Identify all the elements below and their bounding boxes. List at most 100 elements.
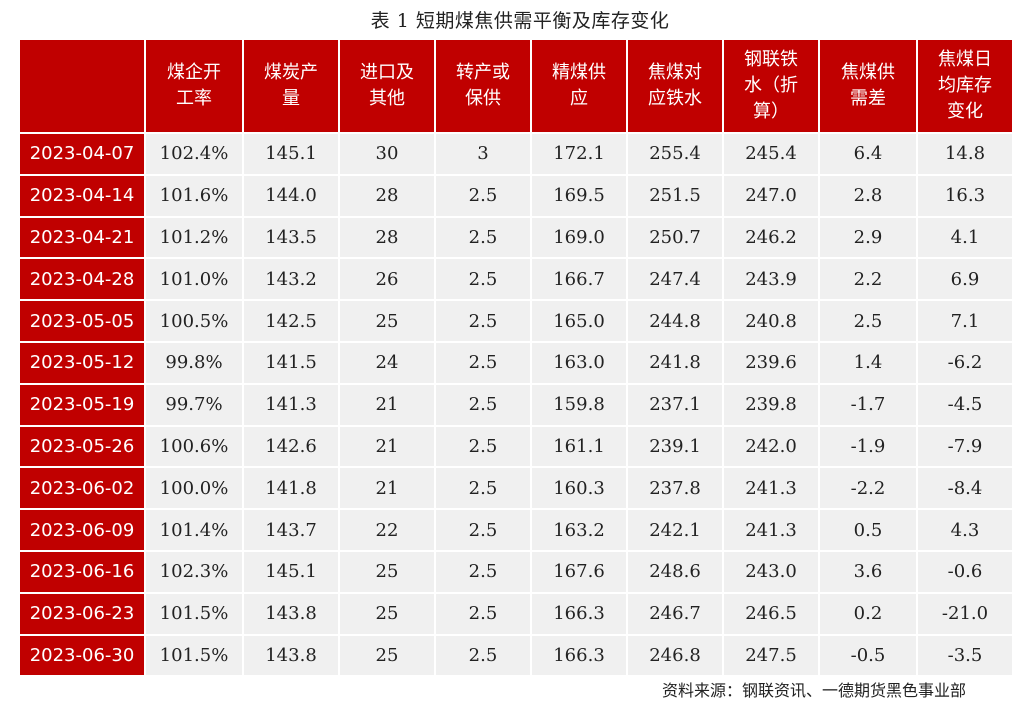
table-cell: 101.5% xyxy=(144,633,244,678)
table-cell: 25 xyxy=(338,299,436,343)
header-cell: 煤企开 工率 xyxy=(144,38,244,134)
table-cell: 163.2 xyxy=(530,508,628,552)
table-cell: 161.1 xyxy=(530,424,628,469)
table-cell: 1.4 xyxy=(818,340,918,385)
table-cell: 6.4 xyxy=(818,132,918,176)
table-title: 表 1 短期煤焦供需平衡及库存变化 xyxy=(370,10,670,32)
table-cell: -0.6 xyxy=(916,549,1014,594)
table-cell: -2.2 xyxy=(818,466,918,511)
table-cell: 242.0 xyxy=(722,424,820,469)
table-cell: 101.5% xyxy=(144,591,244,636)
table-cell: 21 xyxy=(338,466,436,511)
table-cell: 141.8 xyxy=(242,466,340,511)
table-cell: 22 xyxy=(338,508,436,552)
table-cell: 7.1 xyxy=(916,299,1014,343)
table-cell: 101.4% xyxy=(144,508,244,552)
table-cell: 143.8 xyxy=(242,591,340,636)
table-cell: 102.3% xyxy=(144,549,244,594)
table-row: 2023-06-16 102.3% 145.1 25 2.5 167.6 248.6 243.… xyxy=(18,549,1014,594)
table-cell: 167.6 xyxy=(530,549,628,594)
table-cell: 169.5 xyxy=(530,173,628,218)
table-cell: 2.5 xyxy=(434,299,532,343)
table-cell: -3.5 xyxy=(916,633,1014,678)
header-cell: 进口及 其他 xyxy=(338,38,436,134)
table-cell: 99.7% xyxy=(144,382,244,427)
table-cell: 145.1 xyxy=(242,549,340,594)
table-cell: 246.5 xyxy=(722,591,820,636)
row-date-cell: 2023-06-02 xyxy=(18,466,146,511)
table-cell: 239.8 xyxy=(722,382,820,427)
table-cell: 242.1 xyxy=(626,508,724,552)
table-cell: 2.2 xyxy=(818,257,918,302)
row-date-cell: 2023-06-23 xyxy=(18,591,146,636)
table-cell: 247.0 xyxy=(722,173,820,218)
table-cell: 102.4% xyxy=(144,132,244,176)
table-cell: 100.5% xyxy=(144,299,244,343)
table-cell: 100.0% xyxy=(144,466,244,511)
header-cell: 焦煤日 均库存 变化 xyxy=(916,38,1014,134)
header-cell: 焦煤对 应铁水 xyxy=(626,38,724,134)
table-cell: 166.3 xyxy=(530,591,628,636)
table-cell: 16.3 xyxy=(916,173,1014,218)
table-cell: 248.6 xyxy=(626,549,724,594)
table-cell: 2.5 xyxy=(434,215,532,260)
table-cell: 0.2 xyxy=(818,591,918,636)
table-cell: 239.1 xyxy=(626,424,724,469)
table-cell: 2.5 xyxy=(434,173,532,218)
table-cell: 245.4 xyxy=(722,132,820,176)
table-cell: 2.5 xyxy=(434,382,532,427)
table-cell: 2.5 xyxy=(434,508,532,552)
table-cell: 25 xyxy=(338,549,436,594)
table-cell: 100.6% xyxy=(144,424,244,469)
table-cell: -1.7 xyxy=(818,382,918,427)
table-cell: 246.2 xyxy=(722,215,820,260)
header-cell: 钢联铁 水（折 算） xyxy=(722,38,820,134)
table-cell: 141.5 xyxy=(242,340,340,385)
table-cell: 4.3 xyxy=(916,508,1014,552)
table-cell: 25 xyxy=(338,591,436,636)
table-row: 2023-06-30 101.5% 143.8 25 2.5 166.3 246.8 247.… xyxy=(18,633,1014,678)
table-cell: 247.5 xyxy=(722,633,820,678)
table-cell: 21 xyxy=(338,424,436,469)
table-cell: 246.8 xyxy=(626,633,724,678)
table-row: 2023-04-28 101.0% 143.2 26 2.5 166.7 247.4 243.… xyxy=(18,257,1014,302)
header-cell: 精煤供应 xyxy=(530,38,628,134)
table-cell: 3.6 xyxy=(818,549,918,594)
table-cell: 2.5 xyxy=(818,299,918,343)
table-cell: 237.1 xyxy=(626,382,724,427)
table-cell: 250.7 xyxy=(626,215,724,260)
table-cell: 142.5 xyxy=(242,299,340,343)
table-cell: 143.8 xyxy=(242,633,340,678)
table-body: 2023-04-07 102.4% 145.1 30 3 172.1 255.4 245.4 6… xyxy=(18,132,1014,678)
table-cell: 101.2% xyxy=(144,215,244,260)
row-date-cell: 2023-05-26 xyxy=(18,424,146,469)
table-cell: 25 xyxy=(338,633,436,678)
table-cell: 28 xyxy=(338,173,436,218)
table-cell: 3 xyxy=(434,132,532,176)
table-row: 2023-06-09 101.4% 143.7 22 2.5 163.2 242.1 241.… xyxy=(18,508,1014,552)
table-cell: 143.5 xyxy=(242,215,340,260)
table-cell: 4.1 xyxy=(916,215,1014,260)
table-cell: 241.3 xyxy=(722,466,820,511)
table-cell: 0.5 xyxy=(818,508,918,552)
source-note: 资料来源：钢联资讯、一德期货黑色事业部 xyxy=(661,681,966,700)
header-row: 煤企开 工率 煤炭产量 进口及 其他 转产或 保供 精煤供应 焦煤对 应铁水 钢联铁 水（… xyxy=(18,38,1014,134)
supply-demand-table: 煤企开 工率 煤炭产量 进口及 其他 转产或 保供 精煤供应 焦煤对 应铁水 钢联铁 水（… xyxy=(18,38,1014,678)
row-date-cell: 2023-04-14 xyxy=(18,173,146,218)
table-row: 2023-05-05 100.5% 142.5 25 2.5 165.0 244.8 240.… xyxy=(18,299,1014,343)
table-cell: -4.5 xyxy=(916,382,1014,427)
table-row: 2023-06-02 100.0% 141.8 21 2.5 160.3 237.8 241.… xyxy=(18,466,1014,511)
table-cell: 101.0% xyxy=(144,257,244,302)
table-cell: 241.8 xyxy=(626,340,724,385)
table-cell: 2.5 xyxy=(434,424,532,469)
header-cell: 煤炭产量 xyxy=(242,38,340,134)
table-cell: 165.0 xyxy=(530,299,628,343)
table-cell: 244.8 xyxy=(626,299,724,343)
table-cell: 246.7 xyxy=(626,591,724,636)
table-cell: 2.5 xyxy=(434,633,532,678)
row-date-cell: 2023-04-28 xyxy=(18,257,146,302)
table-cell: 237.8 xyxy=(626,466,724,511)
table-cell: 143.7 xyxy=(242,508,340,552)
row-date-cell: 2023-04-07 xyxy=(18,132,146,176)
table-row: 2023-04-21 101.2% 143.5 28 2.5 169.0 250.7 246.… xyxy=(18,215,1014,260)
